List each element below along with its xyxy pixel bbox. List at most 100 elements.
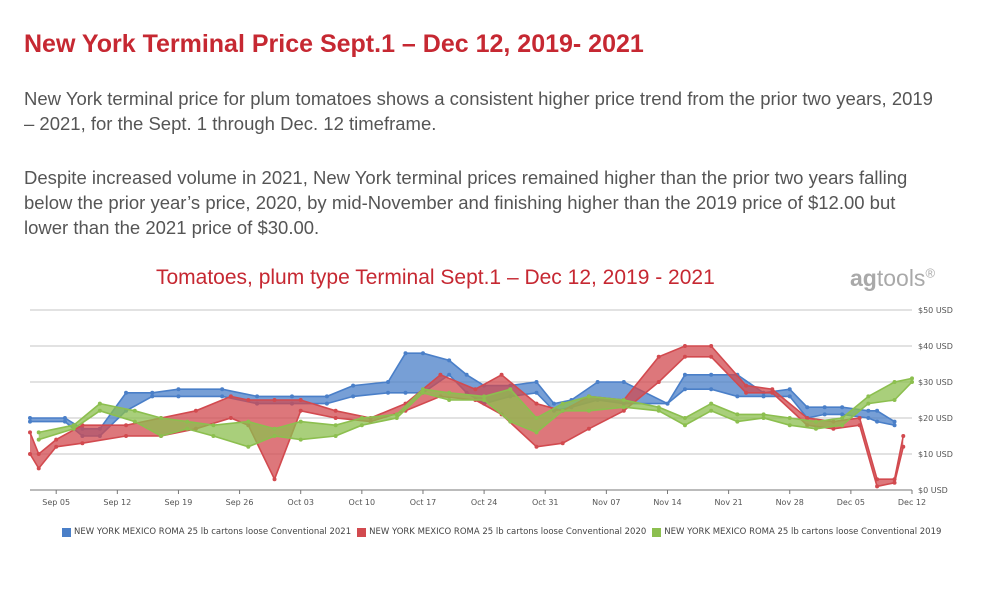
x-tick-label: Nov 14 bbox=[653, 498, 681, 507]
series-point-2 bbox=[866, 394, 871, 399]
series-point-2 bbox=[656, 408, 661, 413]
series-point-2 bbox=[71, 426, 76, 431]
series-point-2 bbox=[71, 423, 76, 428]
series-point-1 bbox=[298, 408, 303, 413]
series-point-2 bbox=[709, 401, 714, 406]
series-point-0 bbox=[735, 394, 740, 399]
series-point-1 bbox=[857, 416, 862, 420]
series-point-0 bbox=[150, 390, 155, 395]
series-point-2 bbox=[272, 434, 277, 438]
series-point-0 bbox=[386, 390, 391, 395]
series-point-1 bbox=[534, 401, 539, 406]
series-point-1 bbox=[892, 480, 897, 485]
series-point-2 bbox=[866, 401, 871, 406]
legend-item-2021: NEW YORK MEXICO ROMA 25 lb cartons loose… bbox=[62, 527, 351, 537]
series-point-2 bbox=[211, 434, 216, 438]
series-point-1 bbox=[744, 383, 749, 388]
series-point-0 bbox=[386, 380, 391, 384]
x-tick-label: Nov 21 bbox=[714, 498, 742, 507]
series-point-1 bbox=[892, 477, 897, 482]
legend-item-2019: NEW YORK MEXICO ROMA 25 lb cartons loose… bbox=[652, 527, 941, 537]
series-point-2 bbox=[840, 416, 845, 420]
series-point-2 bbox=[447, 398, 452, 402]
series-point-2 bbox=[787, 416, 792, 420]
series-point-1 bbox=[272, 398, 277, 402]
series-point-0 bbox=[324, 394, 329, 399]
series-point-1 bbox=[770, 390, 775, 395]
series-point-0 bbox=[551, 401, 556, 406]
series-point-1 bbox=[298, 398, 303, 402]
series-high-line-1 bbox=[29, 345, 905, 480]
series-point-1 bbox=[272, 477, 277, 482]
series-point-2 bbox=[534, 416, 539, 420]
series-point-2 bbox=[132, 419, 137, 424]
x-tick-label: Oct 24 bbox=[471, 498, 498, 507]
series-point-2 bbox=[298, 437, 303, 442]
series-point-2 bbox=[246, 419, 251, 424]
series-point-2 bbox=[132, 408, 137, 413]
series-point-0 bbox=[805, 405, 810, 410]
series-point-1 bbox=[534, 444, 539, 449]
series-point-1 bbox=[228, 394, 233, 399]
series-point-2 bbox=[586, 394, 591, 399]
series-point-2 bbox=[840, 423, 845, 428]
series-point-2 bbox=[333, 434, 338, 438]
series-point-0 bbox=[534, 390, 539, 395]
y-tick-label: $30 USD bbox=[918, 378, 953, 387]
series-point-2 bbox=[910, 380, 914, 384]
series-point-0 bbox=[176, 394, 181, 399]
series-point-0 bbox=[447, 372, 452, 377]
series-point-2 bbox=[621, 398, 626, 402]
series-point-2 bbox=[560, 401, 565, 406]
series-point-0 bbox=[866, 408, 871, 413]
x-tick-label: Sep 12 bbox=[103, 498, 131, 507]
brand-rest: tools bbox=[876, 265, 926, 291]
series-point-0 bbox=[840, 412, 845, 417]
series-band-0 bbox=[30, 353, 895, 436]
intro-paragraph: New York terminal price for plum tomatoe… bbox=[24, 88, 933, 134]
series-point-2 bbox=[359, 416, 364, 420]
series-point-1 bbox=[124, 434, 129, 438]
series-point-1 bbox=[36, 452, 41, 456]
series-point-1 bbox=[709, 354, 714, 359]
series-point-0 bbox=[822, 405, 827, 410]
series-point-2 bbox=[735, 412, 740, 417]
series-point-1 bbox=[656, 354, 661, 359]
series-point-0 bbox=[875, 408, 880, 413]
series-point-0 bbox=[709, 387, 714, 392]
x-tick-label: Nov 07 bbox=[592, 498, 620, 507]
series-point-0 bbox=[822, 412, 827, 417]
series-point-0 bbox=[351, 383, 356, 388]
series-point-0 bbox=[761, 394, 766, 399]
series-point-2 bbox=[534, 430, 539, 435]
series-point-2 bbox=[420, 390, 425, 395]
y-tick-label: $50 USD bbox=[918, 306, 953, 315]
series-point-1 bbox=[228, 416, 233, 420]
series-point-2 bbox=[560, 408, 565, 413]
series-point-1 bbox=[709, 344, 714, 348]
series-point-2 bbox=[656, 405, 661, 410]
series-point-0 bbox=[220, 387, 225, 392]
series-point-1 bbox=[682, 354, 687, 359]
series-point-0 bbox=[150, 394, 155, 399]
series-point-0 bbox=[324, 401, 329, 406]
series-point-0 bbox=[28, 419, 32, 424]
y-tick-label: $20 USD bbox=[918, 414, 953, 423]
series-point-0 bbox=[595, 380, 600, 384]
series-point-2 bbox=[359, 423, 364, 428]
series-point-1 bbox=[54, 437, 59, 442]
series-point-2 bbox=[735, 419, 740, 424]
series-point-2 bbox=[185, 419, 190, 424]
series-point-1 bbox=[831, 426, 836, 431]
legend-swatch-2019 bbox=[652, 527, 662, 537]
x-tick-label: Sep 19 bbox=[165, 498, 193, 507]
chart-title: Tomatoes, plum type Terminal Sept.1 – De… bbox=[156, 266, 715, 289]
series-point-0 bbox=[403, 351, 408, 356]
series-point-1 bbox=[80, 441, 85, 446]
series-point-0 bbox=[28, 416, 32, 420]
series-point-2 bbox=[246, 444, 251, 449]
y-tick-label: $0 USD bbox=[918, 486, 948, 495]
y-tick-label: $10 USD bbox=[918, 450, 953, 459]
series-point-0 bbox=[892, 423, 897, 428]
series-point-2 bbox=[394, 412, 399, 417]
